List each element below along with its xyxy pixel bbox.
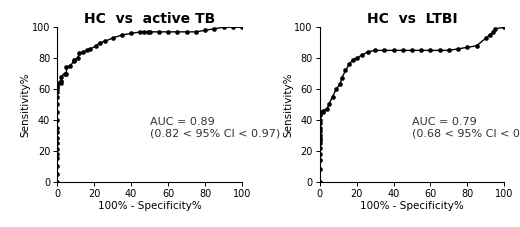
Text: AUC = 0.79
(0.68 < 95% CI < 0.91): AUC = 0.79 (0.68 < 95% CI < 0.91) <box>412 117 520 138</box>
Title: HC  vs  LTBI: HC vs LTBI <box>367 12 457 26</box>
X-axis label: 100% - Specificity%: 100% - Specificity% <box>98 201 201 211</box>
Text: AUC = 0.89
(0.82 < 95% CI < 0.97): AUC = 0.89 (0.82 < 95% CI < 0.97) <box>150 117 280 138</box>
Title: HC  vs  active TB: HC vs active TB <box>84 12 215 26</box>
Y-axis label: Sensitivity%: Sensitivity% <box>20 72 31 137</box>
Y-axis label: Sensitivity%: Sensitivity% <box>283 72 293 137</box>
X-axis label: 100% - Specificity%: 100% - Specificity% <box>360 201 464 211</box>
